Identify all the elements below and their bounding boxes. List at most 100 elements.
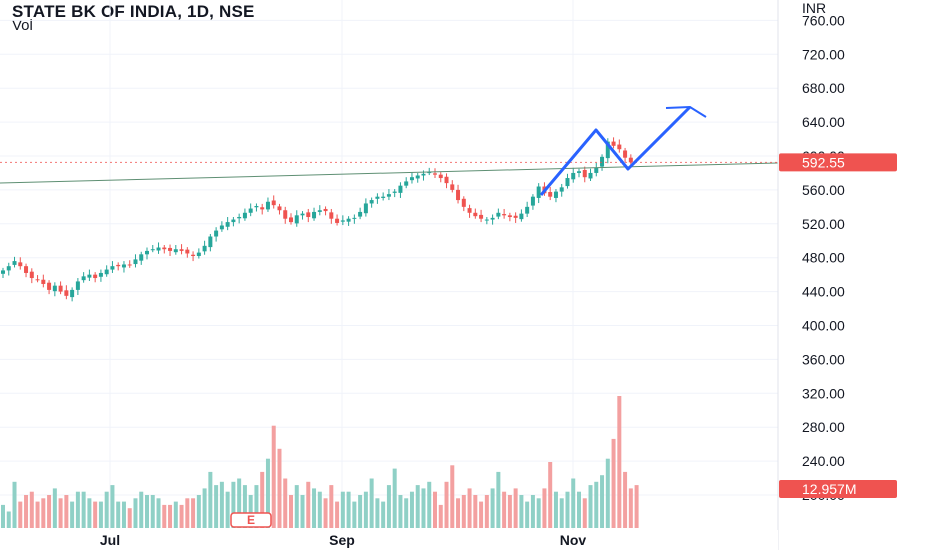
volume-bar — [392, 468, 397, 528]
volume-bar — [231, 481, 236, 528]
volume-bar — [156, 498, 161, 528]
price-tick-label: 560.00 — [802, 182, 845, 198]
candle-body — [150, 249, 155, 251]
volume-bar — [93, 501, 98, 528]
candle-body — [369, 200, 374, 204]
candle-body — [450, 184, 455, 190]
candle-body — [473, 212, 478, 217]
candle-body — [444, 176, 449, 184]
volume-bar — [582, 498, 587, 528]
volume-bar — [490, 488, 495, 528]
volume-bar — [242, 485, 247, 528]
volume-bar — [467, 488, 472, 528]
volume-bar — [409, 491, 414, 528]
volume-bar — [473, 495, 478, 528]
candle-body — [381, 196, 386, 198]
candle-body — [461, 198, 466, 207]
volume-bars — [1, 396, 639, 528]
candle-body — [214, 230, 219, 237]
candle-body — [271, 200, 276, 206]
volume-bar — [398, 495, 403, 528]
candle-body — [300, 213, 305, 216]
candle-body — [179, 249, 184, 251]
candle-body — [35, 279, 40, 281]
candle-body — [479, 214, 484, 219]
volume-bar — [611, 438, 616, 528]
volume-bar — [98, 501, 103, 528]
projection-path — [539, 105, 692, 196]
candle-body — [438, 174, 443, 179]
volume-bar — [29, 491, 34, 528]
volume-bar — [507, 495, 512, 528]
volume-bar — [41, 498, 46, 528]
volume-bar — [173, 501, 178, 528]
volume-bar — [283, 478, 288, 528]
earnings-marker — [230, 512, 272, 528]
candle-body — [398, 185, 403, 193]
drawings — [0, 105, 779, 196]
candle-body — [490, 217, 495, 220]
volume-bar — [623, 471, 628, 528]
candle-body — [47, 282, 52, 290]
volume-bar — [133, 498, 138, 528]
candle-body — [1, 270, 5, 274]
volume-bar — [340, 491, 345, 528]
volume-bar — [289, 495, 293, 528]
volume-bar — [461, 495, 466, 528]
candle-body — [386, 194, 391, 197]
candle-body — [289, 217, 293, 223]
volume-bar — [58, 498, 63, 528]
volume-bar — [548, 462, 553, 528]
volume-bar — [214, 485, 219, 528]
earnings-marker-label: E — [247, 513, 255, 527]
volume-bar — [358, 495, 363, 528]
candle-body — [433, 173, 437, 175]
price-tick-label: 280.00 — [802, 419, 845, 435]
time-tick-label: Sep — [329, 532, 355, 548]
volume-bar — [248, 495, 253, 528]
candle-body — [127, 264, 132, 266]
candle-body — [24, 266, 29, 273]
currency-label: INR — [802, 0, 826, 16]
volume-bar — [116, 501, 121, 528]
time-axis[interactable]: Jul Sep Nov — [0, 530, 778, 550]
volume-bar — [363, 491, 368, 528]
volume-bar — [24, 495, 29, 528]
price-tick-label: 400.00 — [802, 318, 845, 334]
volume-bar — [110, 485, 115, 528]
candle-body — [265, 201, 270, 210]
candle-body — [237, 217, 242, 219]
price-axis[interactable]: 760.00720.00680.00640.00600.00560.00520.… — [802, 0, 845, 503]
value-tags: 592.55 12.957M E — [230, 153, 897, 528]
candle-body — [565, 178, 570, 187]
volume-bar — [571, 478, 576, 528]
candle-body — [29, 271, 34, 279]
candle-body — [352, 217, 357, 219]
volume-bar — [150, 495, 155, 528]
volume-bar — [162, 504, 167, 528]
volume-bar — [519, 495, 524, 528]
last-price-tag — [779, 153, 897, 172]
candle-body — [58, 285, 63, 292]
volume-bar — [104, 491, 109, 528]
candle-body — [98, 272, 103, 277]
candle-body — [329, 212, 334, 219]
candle-body — [162, 247, 167, 250]
volume-bar — [496, 471, 501, 528]
candle-body — [312, 211, 317, 219]
volume-bar — [381, 501, 386, 528]
volume-bar — [1, 504, 5, 528]
volume-bar — [219, 481, 224, 528]
candle-body — [548, 192, 553, 197]
candle-body — [75, 281, 80, 290]
volume-bar — [456, 498, 461, 528]
candle-body — [317, 210, 322, 212]
candle-body — [202, 245, 207, 252]
candle-body — [139, 254, 144, 261]
volume-bar — [70, 501, 75, 528]
price-tick-label: 320.00 — [802, 385, 845, 401]
volume-bar — [594, 481, 599, 528]
candle-body — [64, 290, 69, 296]
projection-arrowhead — [665, 105, 707, 118]
